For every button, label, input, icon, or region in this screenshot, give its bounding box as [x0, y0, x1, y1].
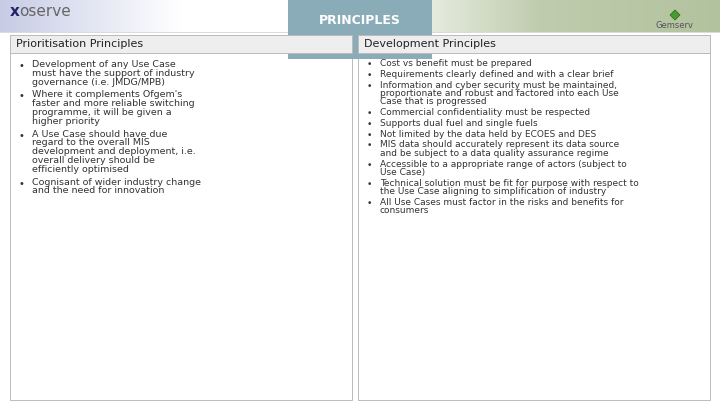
- Text: All Use Cases must factor in the risks and benefits for: All Use Cases must factor in the risks a…: [380, 198, 624, 207]
- Text: PRINCIPLES: PRINCIPLES: [319, 14, 401, 27]
- FancyBboxPatch shape: [358, 35, 710, 53]
- Text: Information and cyber security must be maintained,: Information and cyber security must be m…: [380, 81, 617, 90]
- Text: Cognisant of wider industry change: Cognisant of wider industry change: [32, 178, 201, 187]
- Text: consumers: consumers: [380, 206, 429, 215]
- Text: Commercial confidentiality must be respected: Commercial confidentiality must be respe…: [380, 108, 590, 117]
- Text: and the need for innovation: and the need for innovation: [32, 186, 164, 195]
- Text: Cost vs benefit must be prepared: Cost vs benefit must be prepared: [380, 59, 532, 68]
- Text: Prioritisation Principles: Prioritisation Principles: [16, 39, 143, 49]
- Text: higher priority: higher priority: [32, 117, 100, 126]
- FancyBboxPatch shape: [10, 35, 352, 53]
- Text: x: x: [10, 4, 20, 19]
- Text: Accessible to a appropriate range of actors (subject to: Accessible to a appropriate range of act…: [380, 160, 626, 168]
- Text: •: •: [367, 120, 372, 129]
- Text: Where it complements Ofgem's: Where it complements Ofgem's: [32, 90, 182, 99]
- Text: Technical solution must be fit for purpose with respect to: Technical solution must be fit for purpo…: [380, 179, 639, 188]
- Text: governance (i.e. JMDG/MPB): governance (i.e. JMDG/MPB): [32, 78, 165, 87]
- Text: Development Principles: Development Principles: [364, 39, 496, 49]
- Text: proportionate and robust and factored into each Use: proportionate and robust and factored in…: [380, 89, 618, 98]
- Text: •: •: [367, 160, 372, 170]
- Text: Development of any Use Case: Development of any Use Case: [32, 60, 176, 69]
- Text: regard to the overall MIS: regard to the overall MIS: [32, 139, 150, 147]
- Text: A Use Case should have due: A Use Case should have due: [32, 130, 167, 139]
- Text: •: •: [19, 179, 25, 189]
- Text: •: •: [367, 60, 372, 69]
- FancyBboxPatch shape: [358, 35, 710, 400]
- Text: overall delivery should be: overall delivery should be: [32, 156, 155, 165]
- Text: the Use Case aligning to simplification of industry: the Use Case aligning to simplification …: [380, 187, 606, 196]
- Text: oserve: oserve: [19, 4, 71, 19]
- Text: •: •: [19, 61, 25, 71]
- Text: Case that is progressed: Case that is progressed: [380, 97, 487, 106]
- Text: Use Case): Use Case): [380, 168, 425, 177]
- Text: •: •: [367, 109, 372, 118]
- Text: •: •: [367, 199, 372, 208]
- Text: •: •: [367, 141, 372, 150]
- FancyBboxPatch shape: [10, 35, 352, 400]
- Text: must have the support of industry: must have the support of industry: [32, 69, 194, 78]
- Text: development and deployment, i.e.: development and deployment, i.e.: [32, 147, 196, 156]
- Text: efficiently optimised: efficiently optimised: [32, 165, 129, 174]
- Text: •: •: [19, 130, 25, 141]
- Text: and be subject to a data quality assurance regime: and be subject to a data quality assuran…: [380, 149, 608, 158]
- Text: Requirements clearly defined and with a clear brief: Requirements clearly defined and with a …: [380, 70, 613, 79]
- Text: •: •: [367, 179, 372, 189]
- Text: Not limited by the data held by ECOES and DES: Not limited by the data held by ECOES an…: [380, 130, 596, 139]
- Text: •: •: [367, 130, 372, 140]
- Polygon shape: [670, 10, 680, 20]
- Text: •: •: [367, 71, 372, 80]
- Text: programme, it will be given a: programme, it will be given a: [32, 108, 171, 117]
- Text: MIS data should accurately represent its data source: MIS data should accurately represent its…: [380, 141, 619, 149]
- Text: •: •: [367, 81, 372, 91]
- Text: •: •: [19, 92, 25, 101]
- Text: Supports dual fuel and single fuels: Supports dual fuel and single fuels: [380, 119, 538, 128]
- Text: Gemserv: Gemserv: [656, 21, 694, 30]
- Text: faster and more reliable switching: faster and more reliable switching: [32, 99, 194, 108]
